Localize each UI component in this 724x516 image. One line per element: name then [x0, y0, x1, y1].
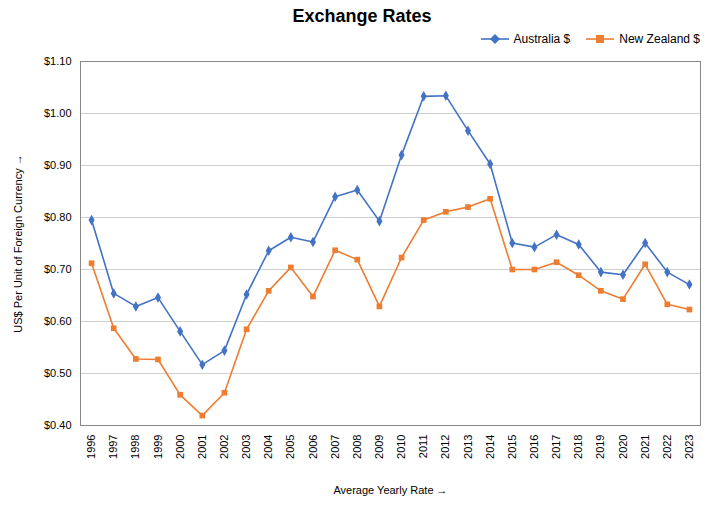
svg-text:2002: 2002	[218, 435, 230, 459]
svg-text:2004: 2004	[262, 435, 274, 459]
svg-text:$0.40: $0.40	[44, 419, 72, 431]
svg-text:Average Yearly Rate →: Average Yearly Rate →	[333, 484, 447, 496]
svg-text:$0.50: $0.50	[44, 367, 72, 379]
svg-text:$0.80: $0.80	[44, 211, 72, 223]
svg-text:2009: 2009	[373, 435, 385, 459]
svg-text:2017: 2017	[550, 435, 562, 459]
svg-text:2019: 2019	[594, 435, 606, 459]
svg-text:$1.00: $1.00	[44, 107, 72, 119]
svg-text:$0.60: $0.60	[44, 315, 72, 327]
svg-text:1998: 1998	[129, 435, 141, 459]
svg-text:2013: 2013	[462, 435, 474, 459]
svg-text:2007: 2007	[329, 435, 341, 459]
svg-text:2014: 2014	[484, 435, 496, 459]
svg-text:$0.70: $0.70	[44, 263, 72, 275]
svg-text:1996: 1996	[85, 435, 97, 459]
svg-text:2018: 2018	[572, 435, 584, 459]
svg-text:$1.10: $1.10	[44, 55, 72, 67]
svg-text:US$ Per Unit of Foreign Curren: US$ Per Unit of Foreign Currency →	[12, 154, 24, 333]
svg-text:2011: 2011	[417, 435, 429, 459]
svg-text:$0.90: $0.90	[44, 159, 72, 171]
svg-text:2006: 2006	[307, 435, 319, 459]
html-text:New Zealand $: New Zealand $	[619, 32, 700, 46]
svg-text:2008: 2008	[351, 435, 363, 459]
svg-text:2021: 2021	[639, 435, 651, 459]
svg-text:2015: 2015	[506, 435, 518, 459]
svg-text:2012: 2012	[439, 435, 451, 459]
svg-text:2003: 2003	[240, 435, 252, 459]
svg-text:2022: 2022	[661, 435, 673, 459]
svg-text:2020: 2020	[617, 435, 629, 459]
svg-text:2005: 2005	[284, 435, 296, 459]
svg-text:2016: 2016	[528, 435, 540, 459]
svg-text:2001: 2001	[196, 435, 208, 459]
svg-text:1997: 1997	[107, 435, 119, 459]
svg-text:2010: 2010	[395, 435, 407, 459]
svg-text:2023: 2023	[683, 435, 695, 459]
html-text:Australia $: Australia $	[513, 32, 571, 46]
html-text:Exchange Rates: Exchange Rates	[292, 6, 432, 26]
svg-text:2000: 2000	[174, 435, 186, 459]
svg-text:1999: 1999	[152, 435, 164, 459]
